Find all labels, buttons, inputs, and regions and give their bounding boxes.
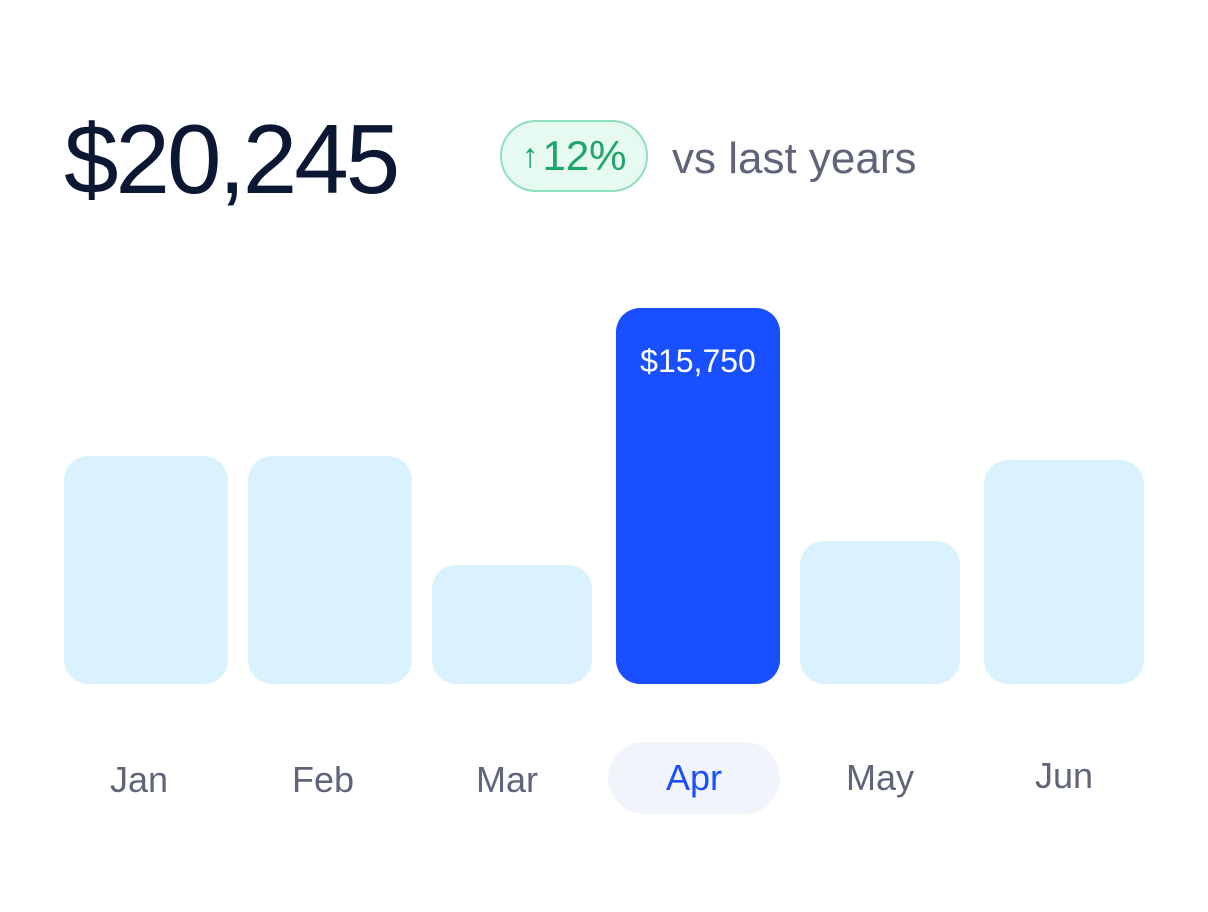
change-badge: ↑ 12% (500, 120, 648, 192)
tick-label-jun[interactable]: Jun (1034, 755, 1094, 796)
total-amount: $20,245 (64, 104, 400, 214)
bar-apr[interactable]: $15,750 (616, 308, 780, 684)
tick-label-feb[interactable]: Feb (291, 759, 355, 800)
tick-label-jan[interactable]: Jan (109, 759, 169, 800)
bar-jun[interactable] (984, 460, 1144, 684)
arrow-up-icon: ↑ (521, 137, 539, 175)
comparison-label: vs last years (672, 134, 917, 183)
bar-mar[interactable] (432, 565, 592, 684)
tick-label-mar[interactable]: Mar (476, 759, 538, 800)
change-percent: 12% (542, 132, 627, 179)
tick-label-apr[interactable]: Apr (608, 742, 780, 814)
tick-label-may[interactable]: May (845, 757, 914, 798)
bar-may[interactable] (800, 541, 960, 684)
bar-value-label-apr: $15,750 (640, 343, 756, 379)
bar-feb[interactable] (248, 456, 412, 684)
bar-jan[interactable] (64, 456, 228, 684)
